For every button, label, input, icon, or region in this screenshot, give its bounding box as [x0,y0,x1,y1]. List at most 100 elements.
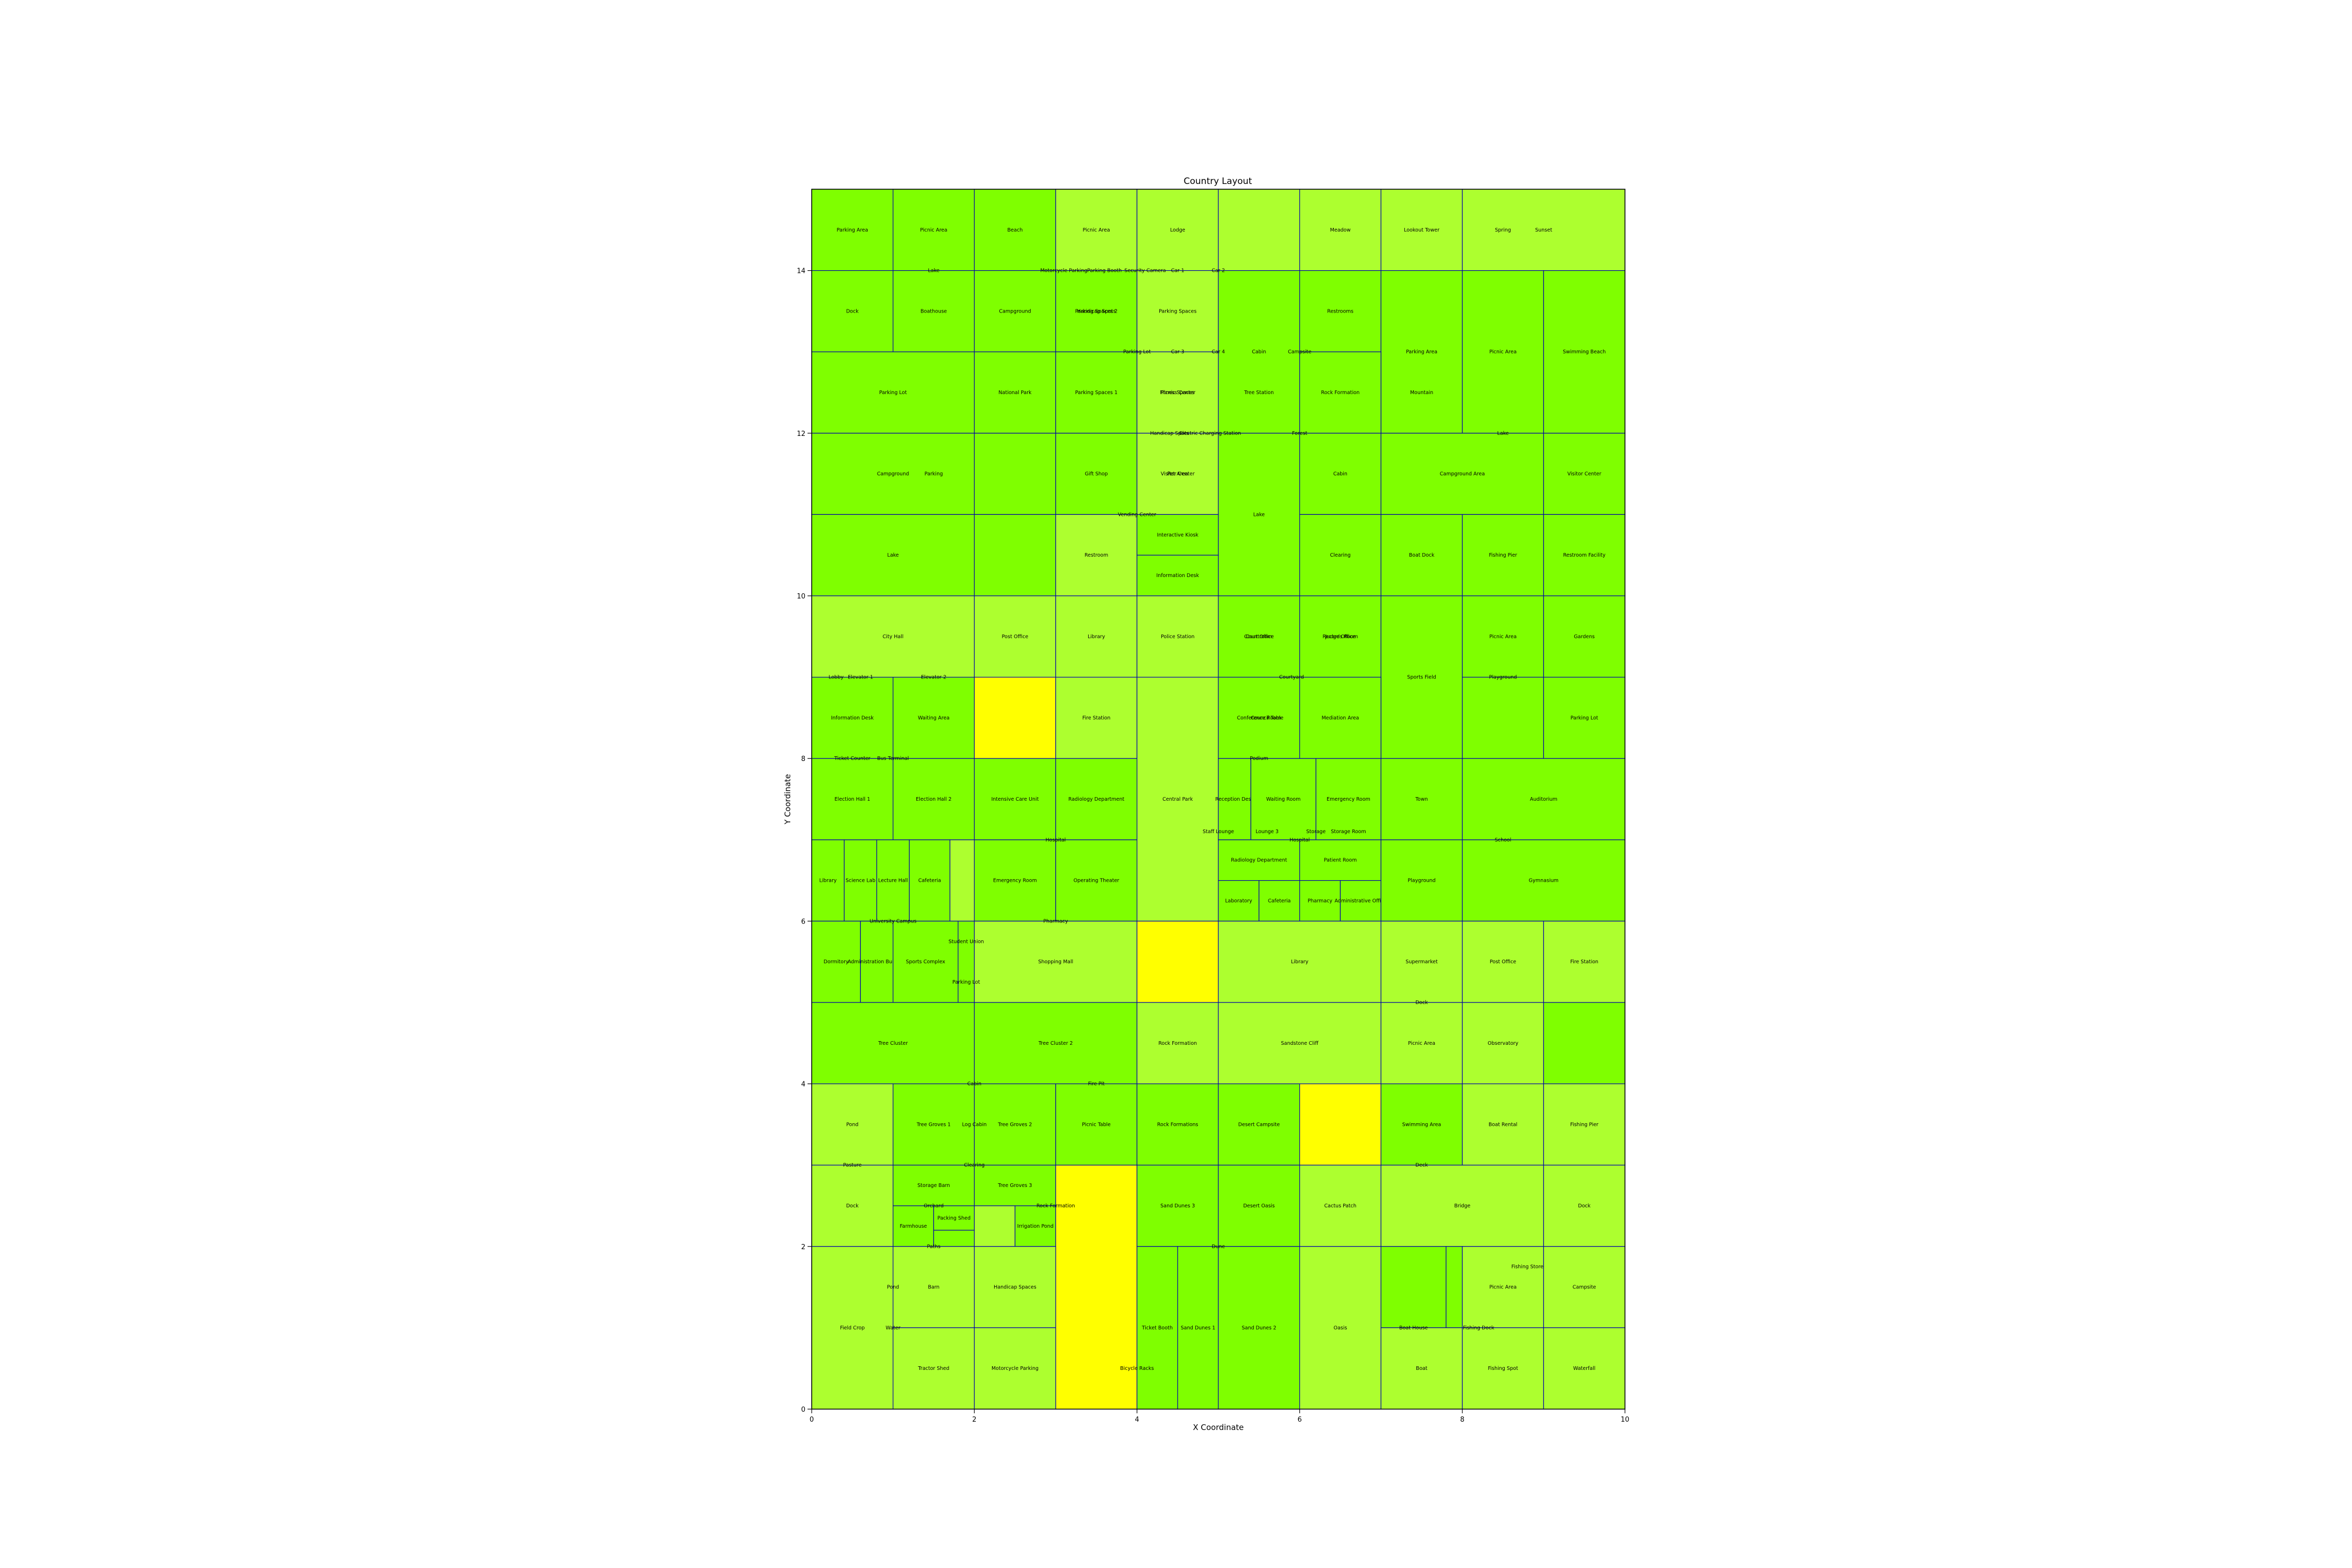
region-label: Campsite [1573,1285,1596,1290]
region-label: Tractor Shed [918,1366,950,1371]
point-label: Storage Room [1331,829,1366,835]
region-label: Administration Building [848,959,906,965]
region-rect [1014,1205,1056,1247]
point-label: Hospital [1045,837,1066,843]
region-label: Mediation Area [1322,715,1359,721]
point-label: Fishing Store [1512,1264,1543,1270]
point-label: Hospital [1289,837,1310,843]
region-rect [1136,920,1219,1003]
region-label: Waterfall [1573,1366,1596,1371]
region-label: Desert Campsite [1238,1122,1280,1127]
region-rect [974,1327,1056,1410]
region-rect [1218,676,1300,759]
region-label: Lodge [1170,227,1185,233]
y-tick-label: 10 [797,593,805,601]
point-label: Tree Station [1244,390,1274,396]
point-label: Forest [1292,431,1307,436]
region-label: Dormitory [824,959,849,965]
region-rect [844,839,878,922]
region-rect [974,676,1056,759]
region-label: Packing Shed [938,1215,971,1221]
region-rect [974,839,1056,922]
point-label: Mountain [1410,390,1433,396]
region-label: Motorcycle Parking [991,1366,1039,1371]
region-label: Election Hall 1 [835,797,870,802]
region-rect [1543,514,1625,596]
region-label: Restroom [1085,552,1108,558]
region-rect [1299,595,1381,678]
region-label: Barn [928,1285,939,1290]
region-label: Library [1088,634,1105,640]
point-label: Deck [1415,1162,1428,1168]
region-rect [811,351,975,434]
region-label: National Park [998,390,1032,396]
region-label: Information Desk [1156,573,1199,579]
region-label: Picnic Area [1490,634,1517,640]
region-rect [1299,1083,1381,1166]
region-rect [1136,433,1219,515]
point-label: School [1495,837,1512,843]
point-label: Water [886,1325,901,1331]
point-label: Parking [925,471,943,477]
point-label: Pharmacy [1043,918,1068,924]
region-label: Picnic Area [1083,227,1110,233]
y-tick-label: 0 [801,1406,805,1414]
point-label: Pet Area [1167,471,1188,477]
region-label: Ticket Booth [1142,1325,1173,1331]
region-label: City Hall [883,634,904,640]
point-label: Lobby [828,675,844,681]
region-rect [892,1327,975,1410]
region-rect [1380,514,1463,596]
x-axis-label: X Coordinate [1193,1423,1243,1432]
region-rect [974,1083,1056,1166]
point-label: Handicap Spots [1150,431,1189,436]
region-label: Parking Spaces [1159,308,1196,314]
point-label: Courtroom [1246,634,1272,640]
region-label: Campground [877,471,909,477]
region-rect [1543,1083,1625,1166]
region-rect [1316,758,1381,840]
region-label: Police Station [1161,634,1194,640]
point-label: Rock Formation [1036,1203,1075,1209]
region-label: Rock Formations [1157,1122,1198,1127]
y-tick-label: 8 [801,755,805,763]
region-label: Library [820,878,837,884]
region-label: Fishing Pier [1570,1122,1598,1127]
region-rect [974,1205,1016,1247]
region-rect [1218,189,1300,271]
region-label: Picnic Table [1082,1122,1111,1127]
region-rect [1543,433,1625,515]
region-rect [1136,514,1219,556]
point-label: Clearing [964,1162,985,1168]
region-label: Dock [846,1203,859,1209]
region-rect [1543,595,1625,678]
point-label: Spring [1495,227,1511,233]
region-rect [1380,1083,1463,1166]
region-label: Lookout Tower [1404,227,1439,233]
region-rect [974,758,1056,840]
y-tick-label: 4 [801,1081,805,1089]
region-rect [1055,189,1138,271]
region-label: Restroom Facility [1563,552,1606,558]
region-rect [1218,433,1300,596]
region-label: Cabin [1252,349,1266,355]
region-label: Fishing Pier [1489,552,1517,558]
region-rect [1543,1165,1625,1247]
region-rect [1462,189,1625,271]
x-axis-ticks: 0 2 4 6 8 10 [810,1409,1629,1424]
region-label: Supermarket [1405,959,1438,965]
region-rect [974,1246,1056,1329]
chart-title: Country Layout [1184,176,1252,187]
region-rect [1299,676,1381,759]
region-label: Cactus Patch [1324,1203,1357,1209]
region-rect [1543,1246,1625,1329]
region-rect [811,189,894,271]
region-rect [1218,758,1251,840]
point-label: Fishing Dock [1463,1325,1494,1331]
region-rect [1055,1165,1138,1410]
point-label: Car 4 [1212,349,1225,355]
region-label: Election Hall 2 [916,797,951,802]
y-axis-ticks: 0 2 4 6 8 10 12 14 [797,268,812,1414]
region-label: Sports Field [1407,675,1436,681]
region-label: Sand Dunes 1 [1181,1325,1215,1331]
